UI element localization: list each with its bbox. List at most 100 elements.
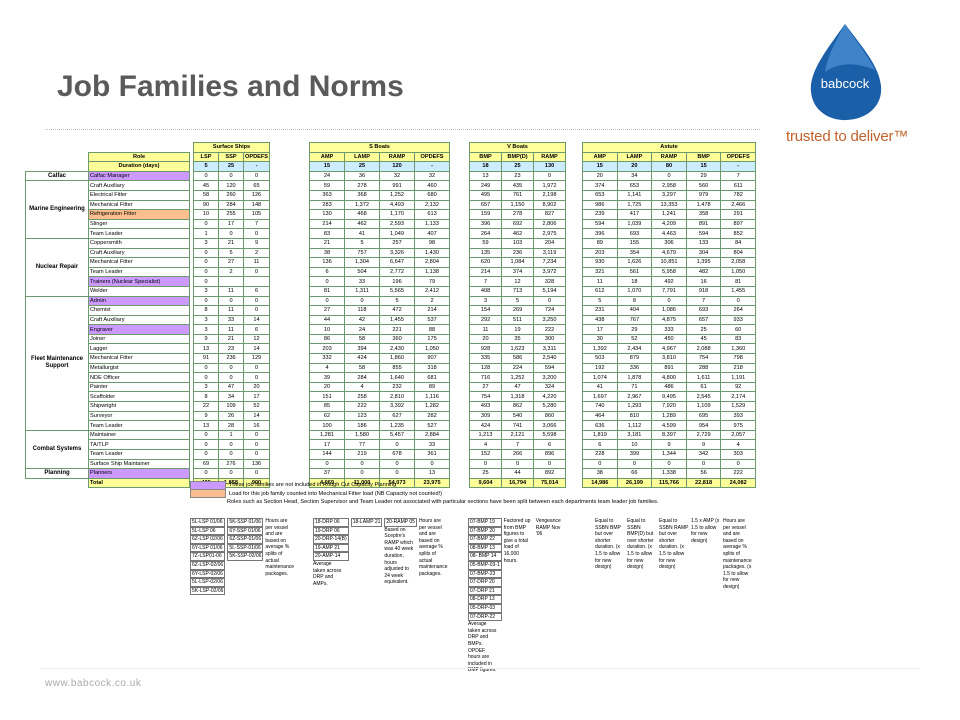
cell: 0 xyxy=(193,247,219,259)
spacer xyxy=(270,248,310,258)
cell: 13 xyxy=(193,420,219,431)
cell: 954 xyxy=(685,420,722,431)
cell: 3,066 xyxy=(533,420,567,431)
role: Craft Auxiliary xyxy=(88,247,190,259)
cell: 306 xyxy=(651,237,687,249)
spacer xyxy=(566,459,583,469)
cell: 14 xyxy=(242,343,271,355)
cell: 2,806 xyxy=(533,218,567,230)
cell: 0 xyxy=(582,458,618,470)
cell: 21 xyxy=(218,237,244,249)
cell: 20 xyxy=(242,381,271,393)
cell: 1 xyxy=(193,228,219,239)
spacer xyxy=(566,229,583,239)
role: Maintainer xyxy=(88,429,190,441)
cell: 374 xyxy=(582,180,618,191)
cell: 1,611 xyxy=(685,372,722,383)
role: Coppersmith xyxy=(88,237,190,249)
cell: 118 xyxy=(344,305,381,316)
spacer xyxy=(566,363,583,373)
spacer xyxy=(450,258,470,268)
cell: 27 xyxy=(309,305,346,316)
spacer xyxy=(450,229,470,239)
cell: 2,088 xyxy=(685,343,722,355)
cell: 1,455 xyxy=(379,314,416,326)
cell: 358 xyxy=(685,209,722,220)
data-row: Welder 3 11 6 81 1,311 5,565 2,412 408 713 5,194 61… xyxy=(26,285,756,297)
cell: 4 xyxy=(344,381,381,393)
cell: 0 xyxy=(193,295,219,307)
cell: 0 xyxy=(344,468,381,479)
cell: 11 xyxy=(218,285,244,297)
cell: 59 xyxy=(469,237,503,249)
cell: 2,430 xyxy=(379,343,416,355)
blank xyxy=(26,162,89,172)
cell: 30 xyxy=(582,333,618,345)
data-row: Nuclear Repair Coppersmith 3 21 9 21 5 257 98 59 1… xyxy=(25,237,756,297)
spacer xyxy=(450,363,470,373)
cell: 24 xyxy=(309,170,346,182)
cell: 6 xyxy=(582,439,618,450)
cell: 1,213 xyxy=(469,429,503,441)
cell: 657 xyxy=(685,314,722,326)
cell: 18 xyxy=(616,276,653,287)
cell: 152 xyxy=(469,449,503,460)
cell: 80 xyxy=(651,161,687,172)
cell: 5 xyxy=(379,295,416,307)
cell: 83 xyxy=(309,228,346,239)
spacer xyxy=(270,392,310,402)
package-code: 6Z-LSP 02/06 xyxy=(190,535,226,544)
blank xyxy=(26,152,89,162)
cell: 1,170 xyxy=(379,209,416,220)
cell: 41 xyxy=(582,381,618,393)
cell: - xyxy=(720,161,756,172)
data-row: Fleet Maintenance Support Admin 0 0 0 0 0 5 2 3 5 0… xyxy=(25,295,756,431)
cell: 2,198 xyxy=(533,189,567,201)
cell: 1,070 xyxy=(616,285,653,297)
column-header: RAMP xyxy=(651,151,687,163)
cell: 2,810 xyxy=(379,391,416,403)
cell: 986 xyxy=(582,199,618,211)
cell xyxy=(242,276,271,287)
cell: 224 xyxy=(501,362,535,374)
package-code: 5L-LSP-02/06 xyxy=(190,578,226,587)
cell: 493 xyxy=(469,401,503,412)
cell: 653 xyxy=(616,180,653,191)
cell: 627 xyxy=(379,410,416,422)
cell: 2 xyxy=(218,266,244,278)
cell: 1,697 xyxy=(582,391,618,403)
cell: 5,958 xyxy=(651,266,687,278)
cell: 1,395 xyxy=(685,257,722,268)
spacer xyxy=(566,382,583,392)
data-row: Marine Engineering Craft Auxiliary 45 120 65… xyxy=(25,180,756,239)
cell: 0 xyxy=(193,257,219,268)
cell: 408 xyxy=(469,285,503,297)
cell: 0 xyxy=(242,449,271,460)
cell: 257 xyxy=(379,237,416,249)
cell: 930 xyxy=(582,257,618,268)
data-row: TA/TLP 0 0 0 17 77 0 33 4 7 6 6 10 9 9 4 xyxy=(26,439,756,450)
note-text: Equal to SSBN RAMP but over shorter dura… xyxy=(659,518,689,571)
cell: 5,598 xyxy=(533,429,567,441)
cell: 680 xyxy=(414,189,451,201)
note-column: 5L-LSP 01/06 5L-LSP 06 6Z-LSP 02/06 6Y-LSP … xyxy=(190,518,226,596)
cell: 0 xyxy=(193,429,219,441)
cell: 2,772 xyxy=(379,266,416,278)
spacer xyxy=(566,421,583,431)
cell: 6 xyxy=(533,439,567,450)
package-code: 6Z-SSP-01/06 xyxy=(227,535,264,544)
cell: 495 xyxy=(469,189,503,201)
cell: 266 xyxy=(501,449,535,460)
cell: 136 xyxy=(309,257,346,268)
cell: 482 xyxy=(685,266,722,278)
cell: 3 xyxy=(193,324,219,335)
cell: 804 xyxy=(720,247,756,259)
cell: 1,529 xyxy=(720,401,756,412)
cell: 282 xyxy=(414,410,451,422)
cell: 492 xyxy=(651,276,687,287)
data-row: Joiner 9 21 12 86 58 360 175 20 35 300 30 52 450 45 83 xyxy=(26,333,756,345)
section-name: Marine Engineering xyxy=(25,180,89,239)
spacer xyxy=(566,344,583,354)
cell: 222 xyxy=(533,324,567,335)
cell: 7,234 xyxy=(533,257,567,268)
